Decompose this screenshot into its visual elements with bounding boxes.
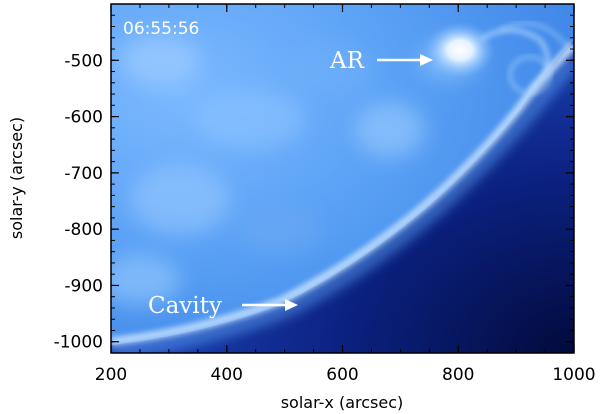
x-tick-label: 800 xyxy=(442,365,474,385)
y-tick-label: -900 xyxy=(64,276,103,296)
x-tick-label: 1000 xyxy=(552,365,595,385)
x-tick-label: 600 xyxy=(326,365,358,385)
y-axis-title: solar-y (arcsec) xyxy=(7,117,26,239)
y-tick-label: -1000 xyxy=(54,333,103,353)
solar-image xyxy=(111,4,574,353)
ar-label: AR xyxy=(329,48,365,74)
bright-limb xyxy=(111,41,574,347)
x-tick-label: 200 xyxy=(95,365,127,385)
x-axis-title: solar-x (arcsec) xyxy=(281,393,404,412)
x-axis: 200 400 600 800 1000 xyxy=(95,4,596,385)
cavity-arrow xyxy=(242,299,298,311)
y-tick-label: -700 xyxy=(64,164,103,184)
y-tick-label: -800 xyxy=(64,220,103,240)
timestamp-label: 06:55:56 xyxy=(123,19,199,39)
x-tick-label: 400 xyxy=(211,365,243,385)
y-tick-label: -600 xyxy=(64,108,103,128)
active-region-glow xyxy=(425,22,495,78)
ar-arrow xyxy=(377,54,433,66)
y-axis: -500 -600 -700 -800 -900 -1000 xyxy=(54,3,574,353)
solar-disk xyxy=(111,4,574,345)
cavity-label: Cavity xyxy=(148,293,222,319)
y-tick-label: -500 xyxy=(64,51,103,71)
